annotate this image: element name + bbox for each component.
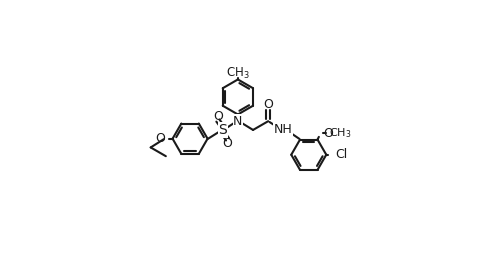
Text: O: O (324, 126, 334, 140)
Text: CH$_3$: CH$_3$ (329, 126, 351, 140)
Text: N: N (233, 115, 242, 128)
Text: O: O (222, 137, 232, 150)
Text: CH$_3$: CH$_3$ (226, 66, 250, 81)
Text: O: O (213, 110, 223, 123)
Text: S: S (218, 123, 227, 137)
Text: O: O (156, 132, 166, 145)
Text: NH: NH (274, 123, 292, 137)
Text: Cl: Cl (336, 148, 348, 161)
Text: O: O (264, 98, 273, 111)
